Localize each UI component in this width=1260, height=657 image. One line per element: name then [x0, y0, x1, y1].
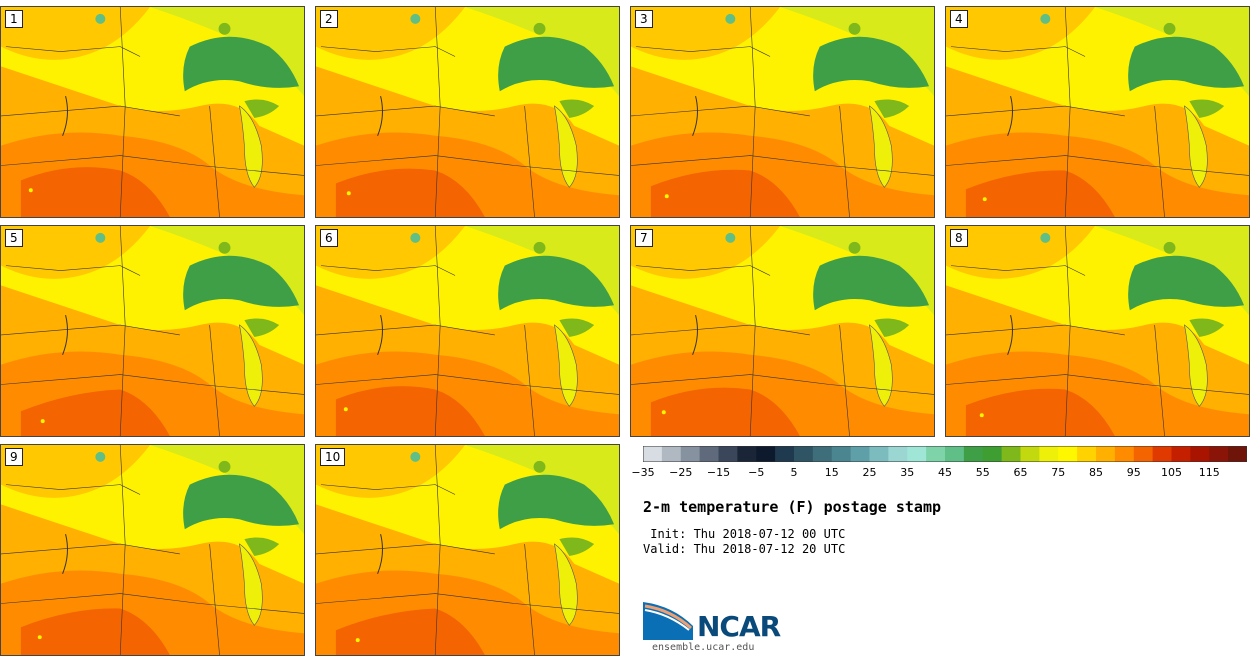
colorbar-bin [737, 446, 757, 462]
colorbar-tick-label: 5 [790, 466, 798, 479]
map-panel-3: 3 [630, 6, 935, 218]
colorbar-bin [1077, 446, 1097, 462]
colorbar-bin [794, 446, 814, 462]
colorbar-bin [680, 446, 701, 462]
colorbar-bin [869, 446, 889, 462]
colorbar-tick-label: 45 [938, 466, 952, 479]
colorbar-tick-label: −5 [748, 466, 765, 479]
panel-label: 5 [5, 229, 23, 247]
map-panel-8: 8 [945, 225, 1250, 437]
colorbar-bin [926, 446, 946, 462]
colorbar-bin [718, 446, 738, 462]
map-panel-2: 2 [315, 6, 620, 218]
panel-label: 3 [635, 10, 653, 28]
colorbar-tick-label: −35 [631, 466, 655, 479]
map-panel-4: 4 [945, 6, 1250, 218]
colorbar-tick-label: 105 [1161, 466, 1182, 479]
colorbar-bin [1228, 446, 1247, 462]
colorbar-tick-label: −25 [669, 466, 693, 479]
map-panel-9: 9 [0, 444, 305, 656]
colorbar-bin [661, 446, 682, 462]
colorbar-tick-label: 25 [862, 466, 877, 479]
colorbar-bin [1171, 446, 1191, 462]
colorbar-bin [1114, 446, 1135, 462]
colorbar-bin [982, 446, 1003, 462]
map-panel-10: 10 [315, 444, 620, 656]
colorbar-bin [1152, 446, 1172, 462]
ncar-logo-text: NCAR [697, 610, 781, 643]
colorbar-bin [812, 446, 833, 462]
colorbar-bin [850, 446, 870, 462]
map-panel-6: 6 [315, 225, 620, 437]
colorbar-bin [888, 446, 908, 462]
colorbar-bin [907, 446, 927, 462]
chart-title: 2-m temperature (F) postage stamp [643, 498, 942, 516]
init-time: Init: Thu 2018-07-12 00 UTC [643, 527, 846, 541]
ncar-logo-icon [643, 602, 693, 640]
colorbar-tick-label: 55 [975, 466, 990, 479]
colorbar-tick-label: 115 [1198, 466, 1220, 479]
colorbar-bin [831, 446, 852, 462]
map-panel-7: 7 [630, 225, 935, 437]
temperature-colorbar [643, 446, 1247, 462]
panel-label: 2 [320, 10, 338, 28]
colorbar-tick-label: 15 [824, 466, 839, 479]
source-url: ensemble.ucar.edu [652, 642, 755, 653]
colorbar-tick-label: 75 [1051, 466, 1066, 479]
colorbar-bin [775, 446, 795, 462]
colorbar-tick-label: 95 [1126, 466, 1141, 479]
colorbar-bin [756, 446, 776, 462]
colorbar-bin [1001, 446, 1021, 462]
colorbar-bin [963, 446, 984, 462]
panel-label: 7 [635, 229, 653, 247]
colorbar-bin [1096, 446, 1116, 462]
panel-label: 9 [5, 448, 23, 466]
colorbar-tick-label: 35 [900, 466, 915, 479]
valid-time: Valid: Thu 2018-07-12 20 UTC [643, 542, 846, 556]
colorbar-bin [1039, 446, 1059, 462]
map-panel-1: 1 [0, 6, 305, 218]
panel-label: 10 [320, 448, 346, 466]
colorbar-bin [1190, 446, 1210, 462]
panel-label: 1 [5, 10, 23, 28]
colorbar-bin [945, 446, 965, 462]
colorbar-bin [699, 446, 719, 462]
panel-label: 6 [320, 229, 338, 247]
colorbar-tick-label: 85 [1089, 466, 1103, 479]
panel-label: 4 [950, 10, 968, 28]
colorbar-tick-label: 65 [1013, 466, 1028, 479]
colorbar-bin [1058, 446, 1078, 462]
panel-label: 8 [950, 229, 968, 247]
colorbar-bin [643, 446, 663, 462]
colorbar-bin [1209, 446, 1229, 462]
colorbar-bin [1133, 446, 1154, 462]
colorbar-bin [1020, 446, 1040, 462]
colorbar-tick-label: −15 [706, 466, 731, 479]
map-panel-5: 5 [0, 225, 305, 437]
